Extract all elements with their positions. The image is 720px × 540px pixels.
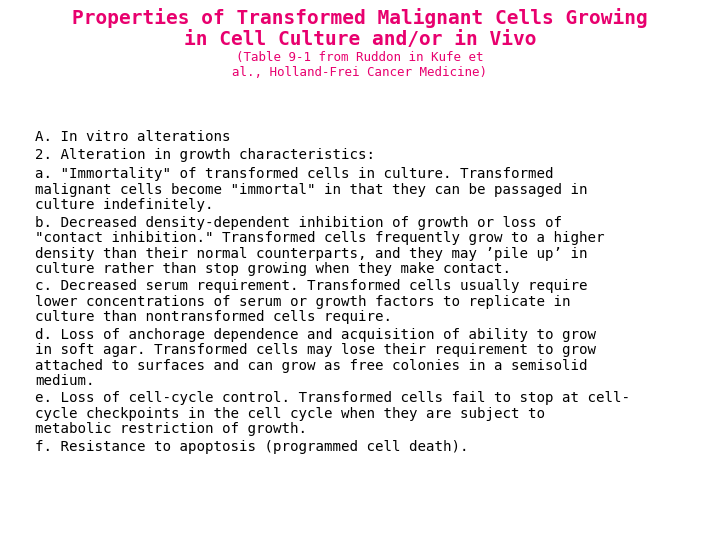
Text: Properties of Transformed Malignant Cells Growing
in Cell Culture and/or in Vivo: Properties of Transformed Malignant Cell… [72, 8, 648, 49]
Text: d. Loss of anchorage dependence and acquisition of ability to grow
in soft agar.: d. Loss of anchorage dependence and acqu… [35, 327, 596, 388]
Text: e. Loss of cell-cycle control. Transformed cells fail to stop at cell-
cycle che: e. Loss of cell-cycle control. Transform… [35, 391, 630, 436]
Text: (Table 9-1 from Ruddon in Kufe et
al., Holland-Frei Cancer Medicine): (Table 9-1 from Ruddon in Kufe et al., H… [233, 51, 487, 78]
Text: 2. Alteration in growth characteristics:: 2. Alteration in growth characteristics: [35, 148, 375, 163]
Text: f. Resistance to apoptosis (programmed cell death).: f. Resistance to apoptosis (programmed c… [35, 440, 469, 454]
Text: A. In vitro alterations: A. In vitro alterations [35, 130, 230, 144]
Text: c. Decreased serum requirement. Transformed cells usually require
lower concentr: c. Decreased serum requirement. Transfor… [35, 279, 588, 325]
Text: a. "Immortality" of transformed cells in culture. Transformed
malignant cells be: a. "Immortality" of transformed cells in… [35, 167, 588, 212]
Text: b. Decreased density-dependent inhibition of growth or loss of
"contact inhibiti: b. Decreased density-dependent inhibitio… [35, 215, 605, 276]
